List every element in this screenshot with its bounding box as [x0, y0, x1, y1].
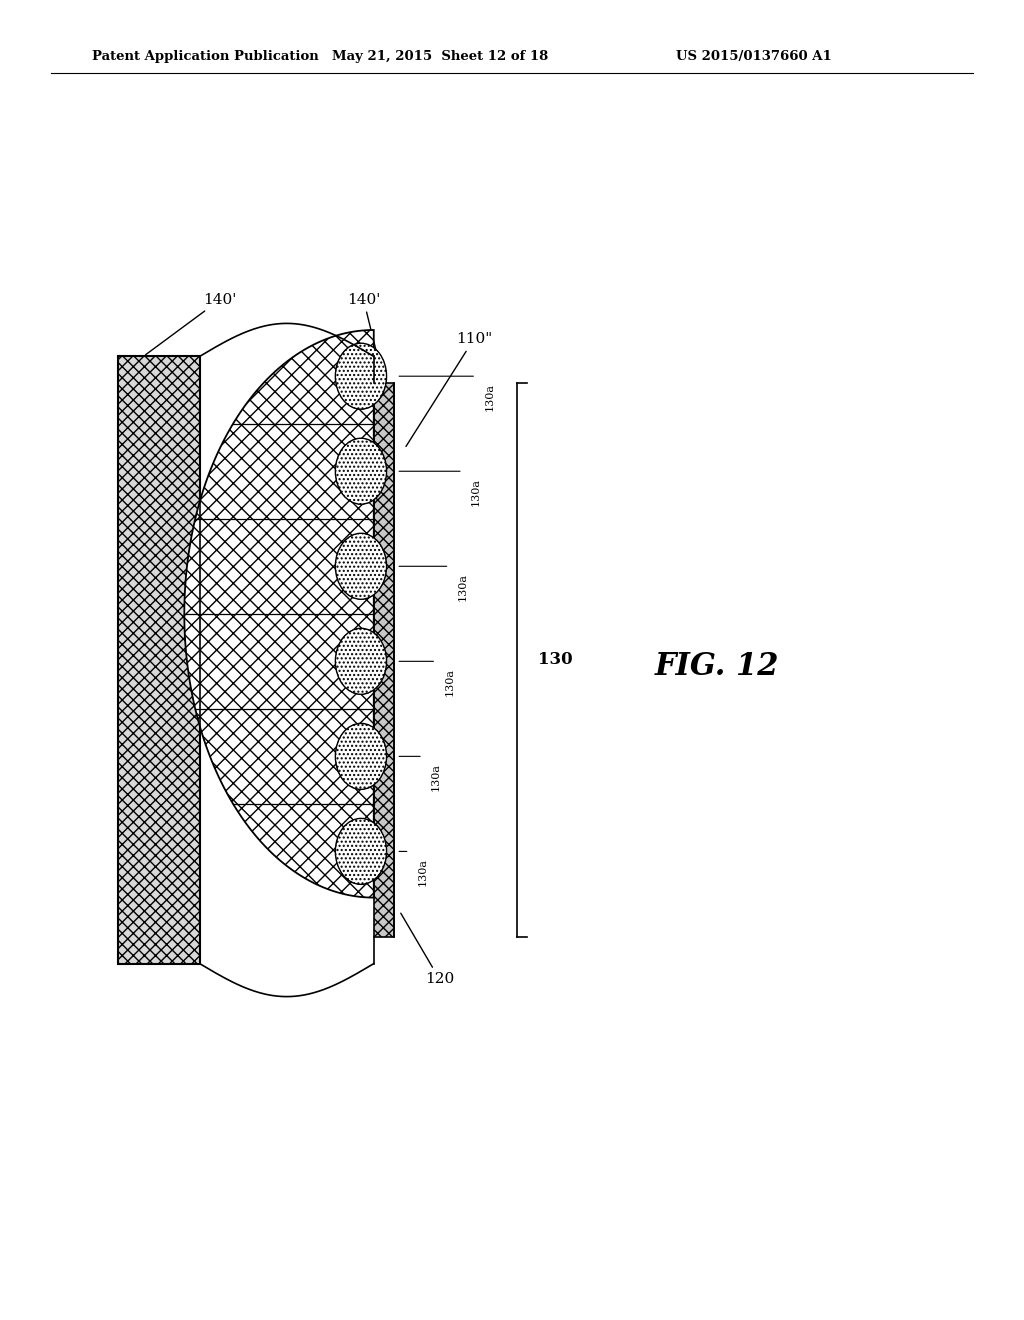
Text: US 2015/0137660 A1: US 2015/0137660 A1	[676, 50, 831, 63]
Text: May 21, 2015  Sheet 12 of 18: May 21, 2015 Sheet 12 of 18	[332, 50, 549, 63]
Text: 140': 140'	[347, 293, 383, 380]
Text: Patent Application Publication: Patent Application Publication	[92, 50, 318, 63]
Circle shape	[335, 438, 387, 504]
Circle shape	[335, 628, 387, 694]
Text: 130a: 130a	[471, 478, 481, 506]
Bar	[118, 356, 200, 964]
Text: 120: 120	[400, 913, 455, 986]
Text: 130a: 130a	[484, 383, 495, 411]
Text: 110": 110"	[406, 333, 492, 446]
Circle shape	[335, 818, 387, 884]
Text: 140': 140'	[145, 293, 237, 355]
Text: 130a: 130a	[431, 763, 441, 791]
Text: 130: 130	[538, 652, 572, 668]
Text: 130a: 130a	[458, 573, 468, 601]
Circle shape	[335, 533, 387, 599]
Text: FIG. 12: FIG. 12	[654, 651, 779, 682]
Circle shape	[335, 343, 387, 409]
Circle shape	[335, 723, 387, 789]
Text: 130a: 130a	[418, 858, 428, 886]
Polygon shape	[184, 330, 374, 898]
Text: 130a: 130a	[444, 668, 455, 696]
Bar	[374, 383, 394, 937]
